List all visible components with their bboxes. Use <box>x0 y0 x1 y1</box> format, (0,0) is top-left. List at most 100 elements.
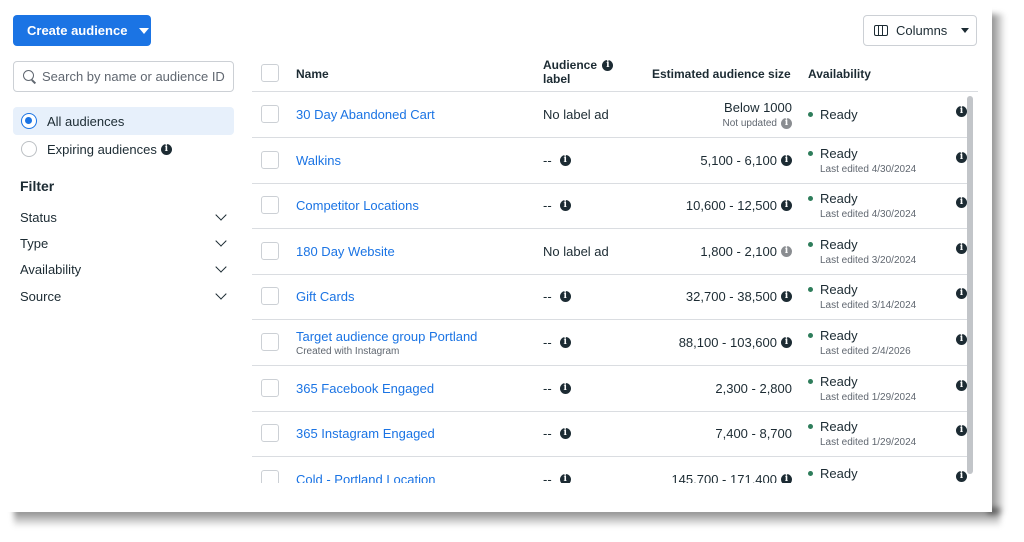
status-dot-icon <box>808 378 813 384</box>
audience-name-link[interactable]: 30 Day Abandoned Cart <box>296 107 435 122</box>
info-icon[interactable]: i <box>559 473 571 483</box>
table-row[interactable]: Cold - Portland Location -- i 145,700 - 171… <box>252 457 970 483</box>
table-row[interactable]: Gift Cards -- i 32,700 - 38,500 i Ready Last e… <box>252 274 970 321</box>
table-row[interactable]: 180 Day Website No label added 1,800 - 2,1… <box>252 229 970 275</box>
audience-label-value: -- <box>543 289 552 305</box>
row-checkbox[interactable] <box>261 333 279 351</box>
search-input[interactable] <box>42 69 232 84</box>
header-estimated-size[interactable]: Estimated audience size <box>652 67 791 81</box>
last-edited: Last edited 1/29/2024 <box>820 391 917 403</box>
audience-name-link[interactable]: 365 Instagram Engaged <box>296 426 435 442</box>
radio-selected-icon[interactable] <box>21 113 37 129</box>
audience-label-value: -- <box>543 335 552 350</box>
info-icon[interactable]: i <box>956 242 967 254</box>
table-row[interactable]: Competitor Locations -- i 10,600 - 12,500 i R… <box>252 183 970 230</box>
row-info: i <box>956 285 967 300</box>
cell-name: Target audience group Portland Created wi… <box>296 320 477 365</box>
search-box[interactable] <box>13 61 234 92</box>
info-icon[interactable]: i <box>781 245 792 257</box>
info-icon[interactable]: i <box>781 200 792 212</box>
cell-name: 180 Day Website <box>296 229 395 274</box>
table-row[interactable]: 365 Facebook Engaged -- i 2,300 - 2,800 Read… <box>252 366 970 412</box>
info-icon[interactable]: i <box>559 291 571 303</box>
filter-availability[interactable]: Availability <box>20 259 228 279</box>
cell-availability: Ready Last edited 4/30/2024 <box>808 183 916 228</box>
cell-estimated-size: 10,600 - 12,500 i <box>686 183 792 228</box>
create-audience-button[interactable]: Create audience <box>13 15 151 46</box>
header-audience-label[interactable]: Audience i label <box>543 58 614 86</box>
cell-name: 30 Day Abandoned Cart <box>296 92 435 137</box>
view-all-audiences[interactable]: All audiences <box>13 107 234 135</box>
table-scrollbar[interactable] <box>967 96 973 474</box>
row-checkbox[interactable] <box>261 105 279 123</box>
info-icon[interactable]: i <box>160 143 172 155</box>
view-expiring-audiences-label: Expiring audiences <box>47 141 157 157</box>
audience-name-link[interactable]: Target audience group Portland <box>296 328 478 344</box>
row-checkbox[interactable] <box>261 424 279 443</box>
info-icon[interactable]: i <box>559 337 571 348</box>
filter-type[interactable]: Type <box>20 233 228 253</box>
audience-name-link[interactable]: 365 Facebook Engaged <box>296 380 435 396</box>
info-icon[interactable]: i <box>781 473 792 483</box>
status-dot-icon <box>808 287 813 293</box>
table-row[interactable]: Walkins -- i 5,100 - 6,100 i Ready Last edited… <box>252 138 970 184</box>
audience-name-link[interactable]: Competitor Locations <box>296 198 419 214</box>
filter-type-label: Type <box>20 235 49 251</box>
info-icon[interactable]: i <box>956 425 967 437</box>
filter-source[interactable]: Source <box>20 286 228 306</box>
row-checkbox[interactable] <box>261 196 279 215</box>
row-checkbox[interactable] <box>261 287 279 306</box>
radio-unselected-icon[interactable] <box>21 141 37 157</box>
info-icon[interactable]: i <box>956 379 967 391</box>
last-edited: Last edited 1/29/2024 <box>820 437 917 449</box>
info-icon[interactable]: i <box>781 337 792 348</box>
table-row[interactable]: Target audience group Portland Created wi… <box>252 320 970 366</box>
cell-name: Cold - Portland Location <box>296 457 435 483</box>
cell-audience-label: -- i <box>543 366 609 411</box>
cell-name: Walkins <box>296 138 341 183</box>
info-icon[interactable]: i <box>956 197 967 209</box>
audience-name-link[interactable]: 180 Day Website <box>296 243 395 259</box>
row-info: i <box>956 149 967 164</box>
audience-label-value: No label added <box>543 243 609 259</box>
audience-name-link[interactable]: Gift Cards <box>296 289 355 305</box>
last-edited: Last edited 3/20/2024 <box>820 254 917 266</box>
audience-name-link[interactable]: Walkins <box>296 152 342 168</box>
cell-estimated-size: 5,100 - 6,100 i <box>700 138 792 183</box>
row-checkbox[interactable] <box>261 150 279 169</box>
info-icon[interactable]: i <box>956 151 967 163</box>
info-icon[interactable]: i <box>956 470 967 482</box>
table-row[interactable]: 30 Day Abandoned Cart No label added Below… <box>252 92 970 138</box>
estimated-size-value: 1,800 - 2,100 <box>700 243 777 259</box>
info-icon[interactable]: i <box>559 382 571 394</box>
availability-status: Ready <box>820 145 858 161</box>
view-expiring-audiences[interactable]: Expiring audiences i <box>13 135 234 163</box>
info-icon[interactable]: i <box>781 154 792 166</box>
info-icon[interactable]: i <box>559 154 571 166</box>
availability-status: Ready <box>820 373 858 389</box>
header-name[interactable]: Name <box>296 67 329 81</box>
columns-button[interactable]: Columns <box>863 15 977 46</box>
cell-availability: Ready Last edited 2/4/2026 <box>808 320 911 365</box>
audience-name-link[interactable]: Cold - Portland Location <box>296 471 436 483</box>
row-checkbox[interactable] <box>261 469 279 483</box>
info-icon[interactable]: i <box>559 200 571 212</box>
row-info: i <box>956 331 967 346</box>
status-dot-icon <box>808 150 813 156</box>
create-audience-label: Create audience <box>27 23 128 38</box>
row-info: i <box>956 422 967 437</box>
filter-status[interactable]: Status <box>20 207 228 227</box>
info-icon[interactable]: i <box>602 60 614 72</box>
info-icon[interactable]: i <box>956 288 967 300</box>
info-icon[interactable]: i <box>956 334 967 346</box>
row-checkbox[interactable] <box>261 378 279 397</box>
select-all-checkbox[interactable] <box>261 64 279 82</box>
row-checkbox[interactable] <box>261 241 279 260</box>
info-icon[interactable]: i <box>559 428 571 440</box>
info-icon[interactable]: i <box>781 118 792 129</box>
info-icon[interactable]: i <box>781 291 792 303</box>
table-row[interactable]: 365 Instagram Engaged -- i 7,400 - 8,700 Rea… <box>252 411 970 458</box>
header-availability[interactable]: Availability <box>808 67 871 81</box>
cell-availability: Ready Last edited 1/29/2024 <box>808 366 916 411</box>
info-icon[interactable]: i <box>956 106 967 118</box>
